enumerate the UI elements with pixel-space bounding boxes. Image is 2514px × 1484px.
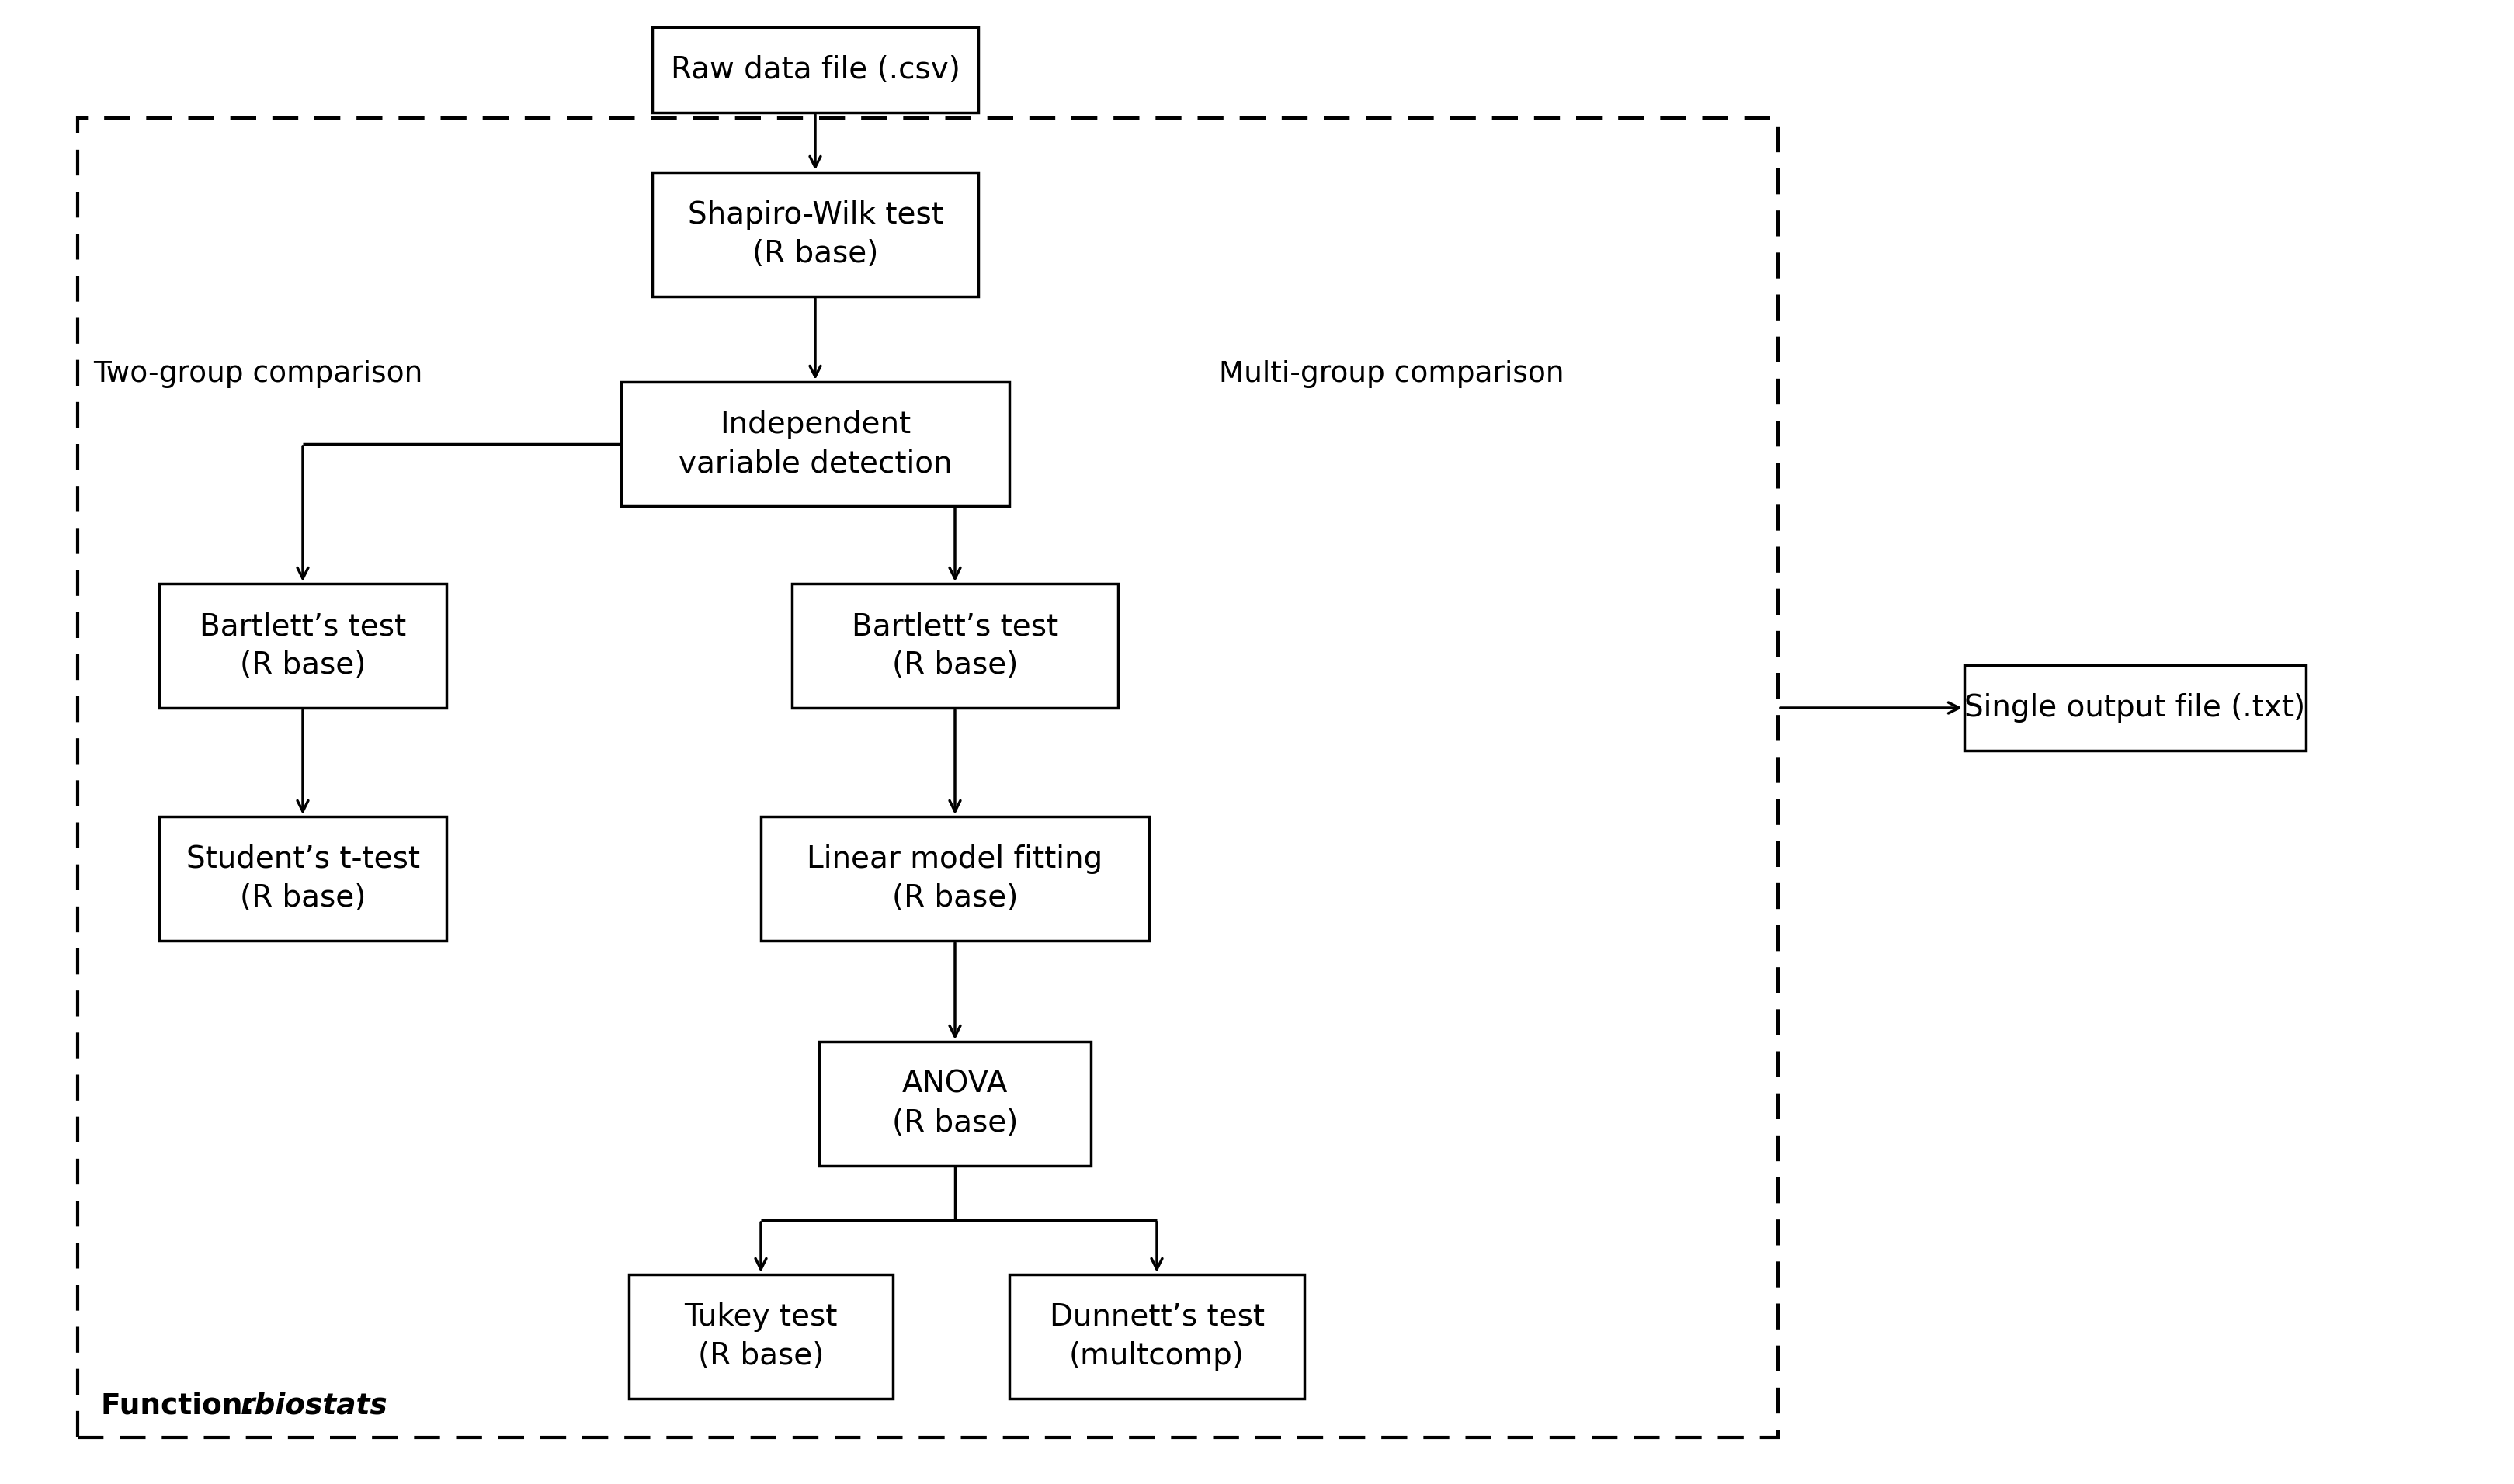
Text: Multi-group comparison: Multi-group comparison bbox=[1219, 361, 1564, 389]
Text: Single output file (.txt): Single output file (.txt) bbox=[1963, 693, 2305, 723]
Text: Two-group comparison: Two-group comparison bbox=[93, 361, 422, 389]
Text: Raw data file (.csv): Raw data file (.csv) bbox=[671, 55, 960, 85]
Text: Tukey test
(R base): Tukey test (R base) bbox=[684, 1303, 837, 1371]
FancyBboxPatch shape bbox=[820, 1042, 1091, 1166]
FancyBboxPatch shape bbox=[1008, 1275, 1305, 1398]
Text: rbiostats: rbiostats bbox=[241, 1392, 387, 1420]
Text: Shapiro-Wilk test
(R base): Shapiro-Wilk test (R base) bbox=[686, 200, 943, 269]
Text: Dunnett’s test
(multcomp): Dunnett’s test (multcomp) bbox=[1048, 1303, 1265, 1371]
FancyBboxPatch shape bbox=[792, 583, 1119, 708]
FancyBboxPatch shape bbox=[651, 27, 978, 113]
FancyBboxPatch shape bbox=[78, 117, 1777, 1438]
FancyBboxPatch shape bbox=[158, 816, 447, 941]
FancyBboxPatch shape bbox=[628, 1275, 892, 1398]
FancyBboxPatch shape bbox=[1963, 665, 2305, 751]
Text: Bartlett’s test
(R base): Bartlett’s test (R base) bbox=[199, 611, 407, 680]
Text: ANOVA
(R base): ANOVA (R base) bbox=[892, 1070, 1018, 1138]
FancyBboxPatch shape bbox=[762, 816, 1149, 941]
FancyBboxPatch shape bbox=[158, 583, 447, 708]
Text: Linear model fitting
(R base): Linear model fitting (R base) bbox=[807, 844, 1104, 913]
FancyBboxPatch shape bbox=[651, 172, 978, 297]
Text: Student’s t-test
(R base): Student’s t-test (R base) bbox=[186, 844, 420, 913]
Text: Bartlett’s test
(R base): Bartlett’s test (R base) bbox=[852, 611, 1058, 680]
Text: Function:: Function: bbox=[101, 1392, 264, 1420]
FancyBboxPatch shape bbox=[621, 381, 1008, 506]
Text: Independent
variable detection: Independent variable detection bbox=[679, 410, 953, 478]
